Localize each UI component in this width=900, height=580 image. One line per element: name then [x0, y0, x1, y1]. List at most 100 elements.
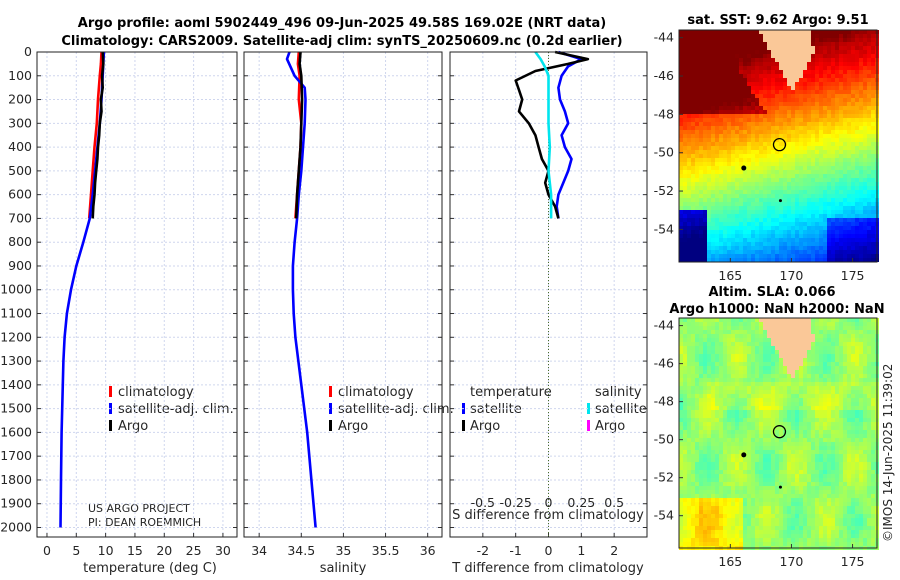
map-cell [735, 94, 739, 98]
map-cell [819, 206, 823, 210]
map-cell [779, 322, 783, 326]
map-cell [679, 394, 683, 398]
map-cell [779, 338, 783, 342]
map-cell [771, 498, 775, 502]
map-cell [779, 150, 783, 154]
map-cell [799, 74, 803, 78]
map-cell [835, 122, 839, 126]
map-cell [743, 246, 747, 250]
map-cell [743, 118, 747, 122]
map-cell [695, 514, 699, 518]
map-cell [851, 162, 855, 166]
map-cell [703, 86, 707, 90]
map-cell [815, 210, 819, 214]
map-cell [871, 130, 875, 134]
map-cell [823, 242, 827, 246]
map-cell [803, 162, 807, 166]
map-cell [759, 534, 763, 538]
map-cell [767, 474, 771, 478]
map-cell [763, 394, 767, 398]
map-cell [835, 258, 839, 262]
map-cell [723, 414, 727, 418]
map-cell [739, 58, 743, 62]
map-cell [747, 326, 751, 330]
map-cell [771, 338, 775, 342]
map-cell [683, 530, 687, 534]
map-cell [847, 178, 851, 182]
map-cell [747, 350, 751, 354]
map-cell [731, 526, 735, 530]
map-cell [723, 498, 727, 502]
map-cell [719, 414, 723, 418]
map-cell [859, 42, 863, 46]
map-cell [679, 346, 683, 350]
map-cell [707, 514, 711, 518]
map-cell [723, 346, 727, 350]
map-cell [707, 334, 711, 338]
map-cell [755, 118, 759, 122]
map-cell [775, 82, 779, 86]
map-cell [791, 378, 795, 382]
map-cell [699, 190, 703, 194]
map-cell [779, 502, 783, 506]
map-cell [683, 354, 687, 358]
map-cell [707, 318, 711, 322]
map-cell [823, 178, 827, 182]
map-cell [855, 138, 859, 142]
map-cell [779, 230, 783, 234]
map-cell [711, 166, 715, 170]
map-cell [743, 458, 747, 462]
legend-title-temperature: temperature [470, 385, 552, 400]
map-cell [679, 490, 683, 494]
map-cell [719, 38, 723, 42]
map-cell [711, 190, 715, 194]
map-cell [771, 246, 775, 250]
map-cell [683, 198, 687, 202]
salinity-panel: 34 34.5 35 35.5 36 [243, 51, 443, 558]
map-cell [679, 90, 683, 94]
map-cell [815, 78, 819, 82]
map-cell [791, 330, 795, 334]
map-cell [763, 402, 767, 406]
map-cell [699, 402, 703, 406]
map-cell [739, 106, 743, 110]
map-cell [771, 542, 775, 546]
map-cell [831, 202, 835, 206]
map-cell [855, 118, 859, 122]
map-cell [791, 174, 795, 178]
map-cell [695, 494, 699, 498]
map-cell [771, 210, 775, 214]
map-cell [803, 242, 807, 246]
map-cell [687, 442, 691, 446]
map-cell [795, 338, 799, 342]
map-cell [739, 130, 743, 134]
map-cell [779, 370, 783, 374]
map-cell [695, 62, 699, 66]
map-cell [691, 178, 695, 182]
map-cell [735, 30, 739, 34]
map-cell [843, 206, 847, 210]
map-cell [795, 250, 799, 254]
map-cell [799, 246, 803, 250]
map-cell [787, 70, 791, 74]
map-cell [723, 214, 727, 218]
map-cell [771, 354, 775, 358]
map-cell [731, 210, 735, 214]
map-cell [699, 526, 703, 530]
map-cell [739, 138, 743, 142]
map-cell [835, 210, 839, 214]
map-cell [763, 362, 767, 366]
map-cell [743, 382, 747, 386]
map-cell [779, 206, 783, 210]
map-cell [695, 538, 699, 542]
map-cell [843, 226, 847, 230]
map-cell [743, 90, 747, 94]
map-cell [691, 370, 695, 374]
map-cell [763, 374, 767, 378]
map-cell [727, 530, 731, 534]
map-cell [755, 214, 759, 218]
map-cell [823, 170, 827, 174]
map-cell [759, 186, 763, 190]
map-cell [699, 230, 703, 234]
map-cell [831, 174, 835, 178]
